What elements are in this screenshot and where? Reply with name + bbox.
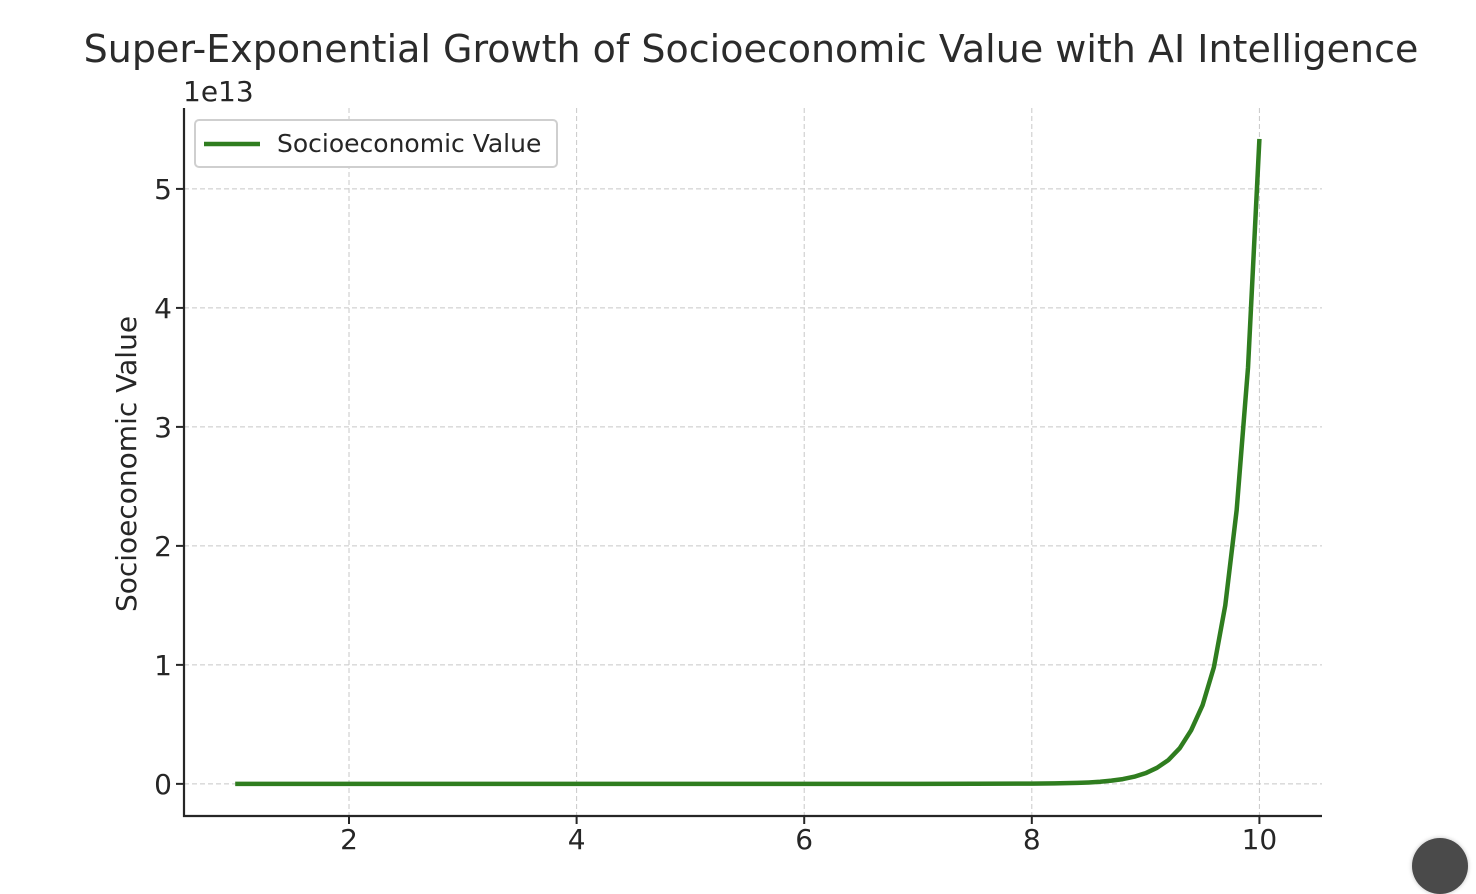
chart-title: Super-Exponential Growth of Socioeconomi… [84,27,1419,71]
tick-labels: 2 4 6 8 10 0 1 2 3 4 5 [154,173,1277,856]
y-tick-label: 5 [154,173,172,206]
legend: Socioeconomic Value [194,119,558,168]
chart-canvas: Super-Exponential Growth of Socioeconomi… [84,27,1419,856]
axes [182,108,1322,818]
circle-action-icon[interactable] [1412,838,1468,894]
x-tick-label: 2 [340,823,358,856]
y-axis-label: Socioeconomic Value [110,316,143,612]
series-line [235,138,1262,787]
legend-box [194,119,558,168]
grid [184,108,1322,816]
y-tick-label: 3 [154,411,172,444]
x-tick-label: 6 [795,823,813,856]
x-tick-label: 4 [568,823,586,856]
series-layer [235,138,1262,787]
y-tick-label: 4 [154,292,172,325]
x-tick-label: 8 [1023,823,1041,856]
y-axis-offset-label: 1e13 [183,75,254,108]
legend-label: Socioeconomic Value [277,129,541,158]
y-tick-label: 2 [154,530,172,563]
y-tick-label: 0 [154,768,172,801]
y-tick-label: 1 [154,649,172,682]
x-tick-label: 10 [1242,823,1278,856]
